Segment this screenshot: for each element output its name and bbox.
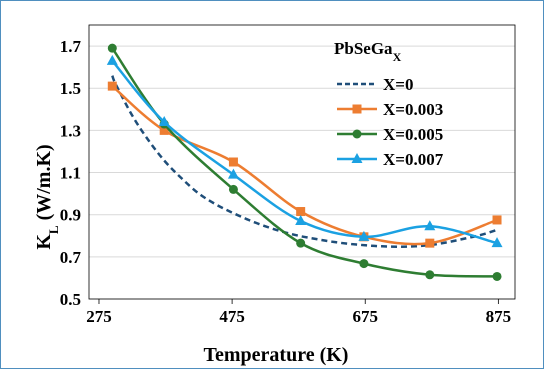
data-point <box>296 207 306 217</box>
data-point <box>425 238 435 248</box>
data-point <box>158 115 170 126</box>
data-point <box>107 81 117 91</box>
legend-label: X=0.007 <box>383 150 444 169</box>
data-point <box>425 270 435 280</box>
legend-marker <box>351 153 363 163</box>
y-axis-title-main: K <box>33 234 55 250</box>
data-point <box>107 43 117 53</box>
data-point <box>296 238 306 248</box>
y-tick-label: 1.1 <box>60 164 81 183</box>
data-point <box>424 220 436 231</box>
x-tick-label: 675 <box>352 307 378 326</box>
y-tick-label: 1.7 <box>60 37 82 56</box>
series-3 <box>106 54 503 248</box>
data-point <box>106 54 118 65</box>
legend-title-main: PbSeGa <box>334 39 393 58</box>
plot-area-border <box>88 24 516 300</box>
y-axis-title-sub: L <box>46 225 61 234</box>
legend-title-sub: X <box>393 50 402 64</box>
series-1 <box>107 81 502 248</box>
y-axis-title: KL (W/m.K) <box>33 144 61 249</box>
x-axis-title: Temperature (K) <box>204 344 349 366</box>
y-tick-labels: 0.5 0.7 0.9 1.1 1.3 1.5 1.7 <box>60 37 82 309</box>
data-point <box>228 184 238 194</box>
x-tick-labels: 275 475 675 875 <box>86 299 511 326</box>
gridlines <box>89 45 515 300</box>
x-tick-label: 475 <box>219 307 245 326</box>
data-point <box>227 168 239 179</box>
legend-title: PbSeGaX <box>334 39 402 64</box>
y-tick-label: 0.9 <box>60 206 81 225</box>
y-tick-label: 0.7 <box>60 248 82 267</box>
data-point <box>295 215 307 226</box>
data-point <box>358 230 370 241</box>
legend-label: X=0.003 <box>383 100 443 119</box>
y-tick-label: 1.5 <box>60 79 81 98</box>
legend-marker <box>352 129 362 139</box>
data-point <box>491 237 503 248</box>
x-tick-label: 275 <box>86 307 112 326</box>
y-axis-title-units: (W/m.K) <box>33 144 55 225</box>
legend-label: X=0.005 <box>383 125 443 144</box>
legend-marker <box>352 104 362 114</box>
legend-label: X=0 <box>383 75 413 94</box>
data-point <box>228 157 238 167</box>
series-group <box>106 43 503 281</box>
data-point <box>159 125 169 135</box>
y-tick-label: 1.3 <box>60 121 81 140</box>
data-point <box>492 271 502 281</box>
data-point <box>359 259 369 269</box>
x-tick-label: 875 <box>486 307 512 326</box>
legend: X=0 X=0.003 X=0.005 X=0.007 <box>337 75 444 169</box>
data-point <box>492 215 502 225</box>
y-tick-label: 0.5 <box>60 290 81 309</box>
